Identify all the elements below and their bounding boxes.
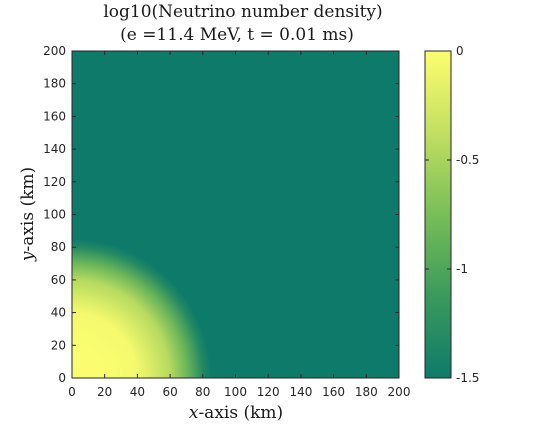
- chart-title-line2: (e =11.4 MeV, t = 0.01 ms): [120, 25, 354, 45]
- y-tick-label: 180: [43, 77, 66, 91]
- x-tick-label: 80: [195, 385, 210, 399]
- colorbar-tick-label: -0.5: [456, 153, 479, 167]
- x-tick-label: 180: [355, 385, 378, 399]
- y-tick-label: 200: [43, 44, 66, 58]
- x-tick-label: 200: [388, 385, 411, 399]
- x-axis-ticks: 0 20 40 60 80 100 120 140 160 180 200: [68, 51, 410, 399]
- colorbar-tick-label: -1: [456, 262, 468, 276]
- y-tick-label: 100: [43, 208, 66, 222]
- x-tick-label: 120: [257, 385, 280, 399]
- y-axis-ticks: 0 20 40 60 80 100 120 140 160 180 200: [43, 44, 399, 385]
- y-tick-label: 60: [51, 273, 66, 287]
- chart-title-line1: log10(Neutrino number density): [103, 2, 382, 22]
- x-tick-label: 160: [322, 385, 345, 399]
- x-axis-label: x-axis (km): [189, 403, 283, 423]
- y-tick-label: 40: [51, 306, 66, 320]
- colorbar-ticks: 0 -0.5 -1 -1.5: [425, 44, 479, 385]
- x-tick-label: 40: [130, 385, 145, 399]
- y-tick-label: 140: [43, 142, 66, 156]
- heatmap-hot-region: [72, 239, 211, 378]
- y-tick-label: 20: [51, 338, 66, 352]
- y-tick-label: 160: [43, 109, 66, 123]
- y-axis-label: y-axis (km): [18, 167, 38, 262]
- x-tick-label: 20: [97, 385, 112, 399]
- colorbar-tick-label: 0: [456, 44, 464, 58]
- x-tick-label: 0: [68, 385, 76, 399]
- x-tick-label: 100: [224, 385, 247, 399]
- y-tick-label: 120: [43, 175, 66, 189]
- x-tick-label: 60: [162, 385, 177, 399]
- colorbar: [424, 50, 452, 379]
- colorbar-tick-label: -1.5: [456, 371, 479, 385]
- x-tick-label: 140: [289, 385, 312, 399]
- y-tick-label: 80: [51, 240, 66, 254]
- y-tick-label: 0: [58, 371, 66, 385]
